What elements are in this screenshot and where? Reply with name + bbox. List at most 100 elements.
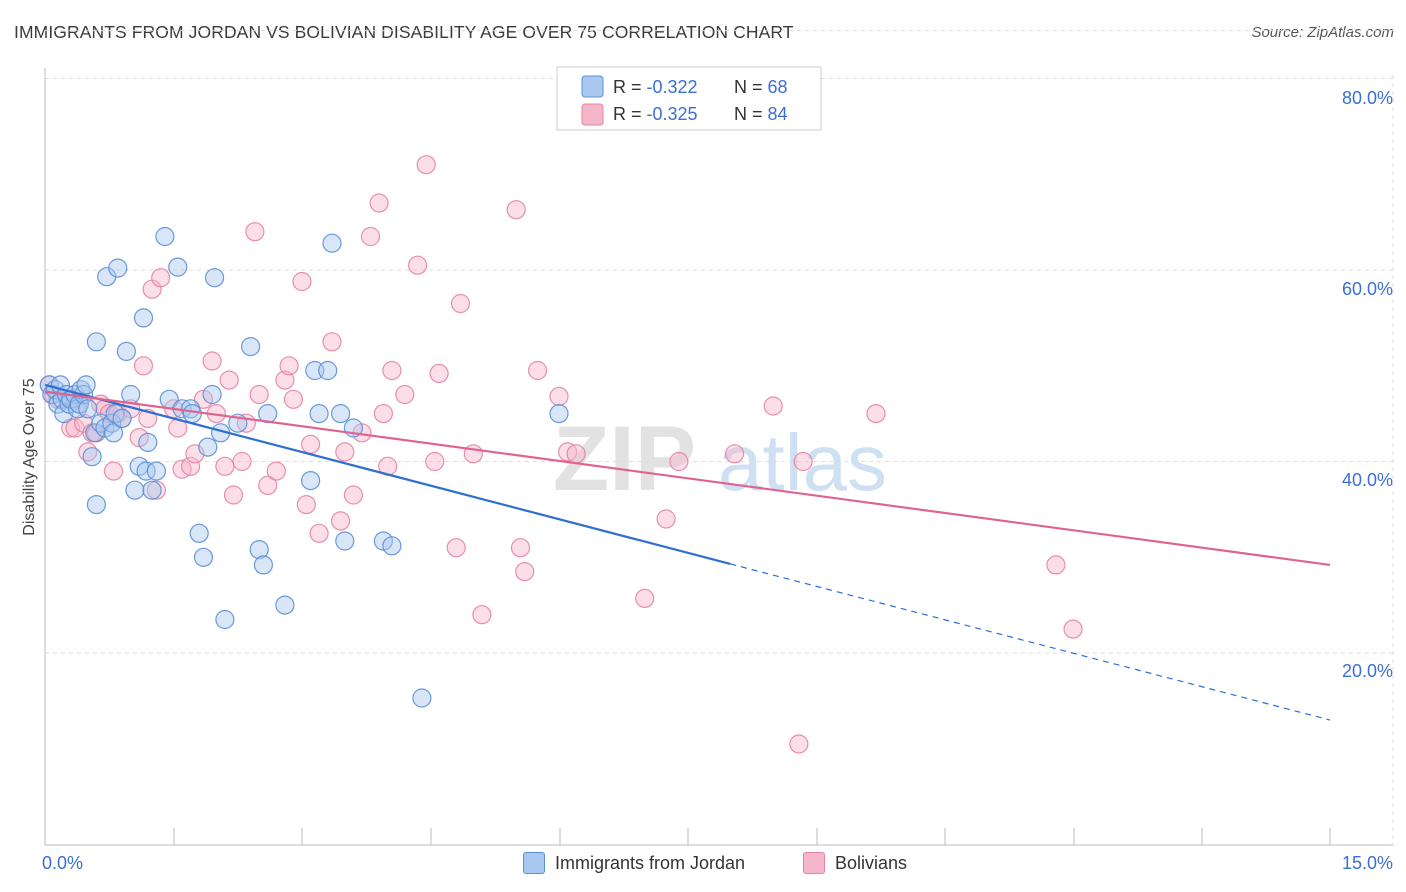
y-tick-label-20: 20.0% [1342, 661, 1393, 681]
jordan-point [138, 432, 158, 452]
legend-label-bolivia: Bolivians [835, 852, 908, 873]
stats-n-label-bolivia: N = [734, 104, 768, 124]
bolivians-point [369, 193, 389, 213]
jordan-point [202, 384, 222, 405]
bolivians-point [382, 360, 402, 381]
jordan-point [86, 332, 107, 352]
stats-r-label-jordan: R = [613, 77, 647, 97]
bolivians-point [283, 389, 303, 409]
axes [44, 68, 1393, 846]
bolivians-point [360, 226, 381, 247]
legend-swatch-jordan [523, 852, 545, 874]
stats-r-label-bolivia: R = [613, 104, 647, 124]
bolivians-point [275, 370, 295, 390]
stats-legend-swatch-bolivia [581, 103, 604, 126]
bolivians-point [335, 442, 355, 462]
stats-n-value-bolivia: 84 [768, 104, 788, 124]
bolivians-point [309, 523, 329, 543]
stats-r-value-bolivia: -0.325 [647, 104, 698, 124]
stats-r-value-jordan: -0.322 [647, 77, 698, 97]
bolivians-point [566, 444, 586, 464]
jordan-point [309, 404, 329, 424]
trend-lines [44, 383, 1331, 721]
bolivians-point [1046, 555, 1066, 575]
bolivians-point [527, 360, 548, 381]
y-tick-label-80: 80.0% [1342, 88, 1393, 108]
bolivians-point [1063, 619, 1083, 639]
bolivians-point [301, 434, 321, 454]
jordan-point [125, 480, 145, 500]
jordan-point [193, 547, 214, 567]
svg-text:N = 84: N = 84 [734, 104, 788, 124]
bolivians-point [232, 451, 252, 472]
jordan-point [335, 531, 355, 551]
bolivians-point [292, 271, 312, 292]
bolivians-point [429, 363, 449, 383]
jordan-point [215, 609, 235, 630]
jordan-point [301, 471, 321, 491]
jordan-point [78, 399, 98, 419]
stats-legend-swatch-jordan [581, 75, 604, 98]
bolivians-point [296, 495, 316, 515]
svg-text:R = -0.322: R = -0.322 [613, 77, 698, 97]
bolivians-point [656, 509, 676, 529]
bolivians-point [373, 404, 393, 424]
bolivians-point [223, 485, 244, 505]
jordan-point [105, 404, 125, 424]
bolivians-point [635, 588, 655, 609]
bolivians-points [39, 155, 1083, 754]
bolivians-point [669, 451, 689, 472]
bolivians-point [724, 444, 745, 464]
jordan-trend-line [44, 383, 731, 566]
jordan-point [146, 461, 166, 481]
bolivians-point [322, 332, 342, 352]
jordan-point [275, 595, 295, 615]
chart-title: IMMIGRANTS FROM JORDAN VS BOLIVIAN DISAB… [14, 22, 794, 42]
jordan-point [142, 480, 162, 500]
y-tick-label-60: 60.0% [1342, 279, 1393, 299]
jordan-point [112, 408, 132, 428]
bolivians-point [763, 396, 783, 416]
bolivians-point [133, 356, 154, 376]
svg-text:N = 68: N = 68 [734, 77, 788, 97]
bolivians-point [408, 255, 428, 275]
legend-item-jordan[interactable]: Immigrants from Jordan [523, 852, 745, 874]
bolivians-point [151, 268, 171, 288]
bolivians-point [245, 222, 265, 242]
jordan-point [168, 257, 188, 277]
bolivians-point [258, 475, 278, 495]
bolivians-point [103, 461, 124, 481]
jordan-point [116, 341, 137, 361]
bolivians-trend-line [44, 390, 1331, 567]
jordan-point [249, 539, 269, 560]
bolivians-point [450, 293, 471, 314]
jordan-point [318, 360, 338, 381]
stats-legend: R = -0.322 N = 68 R = -0.325 N = 84 [556, 66, 822, 131]
bolivians-point [510, 538, 531, 558]
jordan-point [189, 523, 209, 543]
jordan-point [85, 423, 105, 443]
bolivians-point [202, 351, 222, 371]
jordan-point [121, 384, 141, 405]
jordan-point [412, 688, 432, 708]
jordan-point [133, 308, 154, 328]
bolivians-point [789, 734, 809, 754]
x-tick-label-min: 0.0% [42, 853, 83, 873]
jordan-point [155, 226, 175, 247]
jordan-point [549, 404, 569, 424]
legend-item-bolivia[interactable]: Bolivians [803, 852, 907, 874]
x-tick-label-max: 15.0% [1342, 853, 1393, 873]
bolivians-point [549, 386, 569, 406]
jordan-point [205, 268, 225, 288]
stats-n-value-jordan: 68 [768, 77, 788, 97]
legend-label-jordan: Immigrants from Jordan [555, 852, 746, 873]
jordan-point [322, 233, 342, 253]
bolivians-point [249, 384, 269, 405]
series-legend: Immigrants from Jordan Bolivians [0, 852, 1406, 878]
bolivians-point [446, 538, 466, 558]
jordan-point [86, 495, 107, 515]
svg-text:R = -0.325: R = -0.325 [613, 104, 698, 124]
bolivians-point [146, 480, 166, 500]
bolivians-point [395, 384, 415, 405]
